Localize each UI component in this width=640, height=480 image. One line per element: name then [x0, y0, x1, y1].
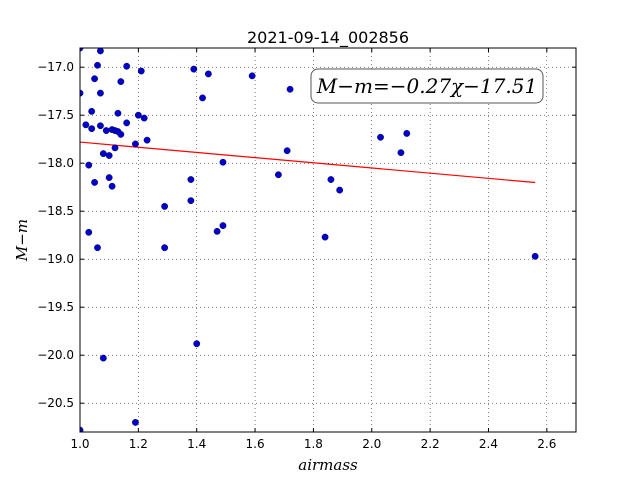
- x-tick-labels: 1.0 1.2 1.4 1.6 1.8 2.0 2.2 2.4 2.6: [70, 437, 556, 451]
- y-tick-label: −18.0: [37, 156, 74, 170]
- x-tick-label: 1.2: [129, 437, 148, 451]
- data-point: [403, 130, 411, 137]
- data-point: [397, 149, 405, 157]
- data-point: [105, 174, 113, 182]
- annotation-text: M−m=−0.27χ−17.51: [316, 74, 537, 98]
- data-point: [377, 133, 384, 141]
- y-tick-labels: −17.0 −17.5 −18.0 −18.5 −19.0 −19.5 −20.0 −20.5: [37, 60, 74, 410]
- data-point: [94, 61, 101, 69]
- y-tick-label: −19.0: [37, 252, 74, 266]
- data-point: [99, 150, 107, 158]
- data-point: [161, 202, 169, 210]
- x-axis-label: airmass: [298, 456, 358, 474]
- data-point: [117, 130, 125, 138]
- fit-layer: [79, 141, 536, 184]
- data-point: [213, 227, 221, 235]
- data-point: [140, 114, 148, 122]
- ticks: [79, 48, 576, 432]
- x-tick-label: 2.6: [537, 437, 556, 451]
- data-point: [123, 62, 131, 70]
- data-point: [102, 127, 110, 134]
- x-tick-label: 2.2: [421, 437, 440, 451]
- data-point: [327, 176, 335, 183]
- data-point: [187, 176, 195, 183]
- data-point: [219, 222, 227, 230]
- data-point: [97, 122, 104, 130]
- data-point: [117, 78, 125, 86]
- data-point: [161, 244, 169, 252]
- data-point: [137, 67, 145, 75]
- data-point: [97, 89, 104, 97]
- plot-area: [80, 48, 576, 432]
- y-tick-label: −18.5: [37, 204, 74, 218]
- data-point: [190, 65, 198, 73]
- data-point: [143, 136, 151, 144]
- data-points: [80, 48, 539, 432]
- data-point: [134, 111, 142, 119]
- x-tick-label: 1.4: [187, 437, 206, 451]
- data-point: [108, 182, 116, 190]
- data-point: [105, 152, 113, 159]
- data-point: [321, 233, 329, 241]
- y-tick-label: −20.0: [37, 348, 74, 362]
- annotation-box: [310, 68, 544, 104]
- data-point: [114, 109, 122, 117]
- data-point: [111, 144, 119, 152]
- y-tick-label: −17.0: [37, 60, 74, 74]
- data-point: [99, 354, 107, 362]
- data-point: [248, 72, 256, 80]
- data-point: [336, 186, 344, 194]
- x-tick-label: 2.0: [362, 437, 381, 451]
- data-point: [193, 340, 201, 348]
- data-point: [531, 252, 539, 260]
- x-tick-label: 2.4: [479, 437, 498, 451]
- data-point: [123, 119, 131, 127]
- plot-frame: [79, 47, 577, 433]
- x-tick-label: 1.8: [304, 437, 323, 451]
- x-tick-label: 1.6: [246, 437, 265, 451]
- chart-title: 2021-09-14_002856: [247, 28, 409, 48]
- y-tick-label: −19.5: [37, 300, 74, 314]
- data-point: [286, 85, 294, 93]
- x-tick-label: 1.0: [70, 437, 89, 451]
- data-point: [132, 418, 139, 426]
- data-point: [199, 94, 206, 102]
- data-point: [97, 48, 104, 55]
- data-point: [132, 140, 139, 148]
- data-point: [94, 244, 101, 252]
- y-axis-label: M−m: [13, 219, 31, 262]
- data-point: [204, 70, 212, 78]
- data-point: [85, 161, 93, 169]
- data-point: [88, 107, 96, 115]
- data-point: [274, 171, 282, 179]
- data-point: [91, 75, 98, 83]
- data-point: [88, 125, 96, 133]
- fit-line: [79, 141, 536, 184]
- data-point: [283, 147, 291, 155]
- y-tick-label: −17.5: [37, 108, 74, 122]
- y-tick-label: −20.5: [37, 396, 74, 410]
- data-point: [82, 121, 90, 129]
- data-point: [187, 197, 195, 205]
- data-point: [85, 228, 93, 236]
- data-point: [219, 158, 227, 166]
- fit-annotation: M−m=−0.27χ−17.51: [310, 68, 544, 104]
- data-point: [91, 178, 98, 186]
- grid: [79, 48, 576, 432]
